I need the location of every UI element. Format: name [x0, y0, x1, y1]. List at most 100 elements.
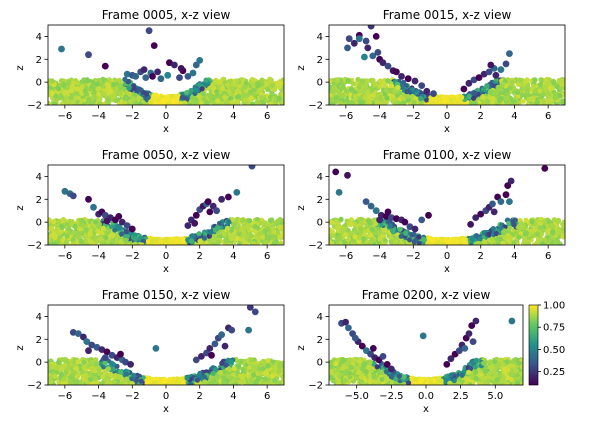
- bed-particle: [522, 238, 528, 244]
- bed-particle: [472, 101, 478, 105]
- bed-particle: [73, 91, 79, 97]
- bed-particle: [387, 223, 393, 229]
- bed-particle: [372, 221, 378, 227]
- bed-particle: [236, 231, 242, 237]
- data-point: [460, 85, 468, 93]
- bed-particle: [407, 237, 413, 243]
- data-point: [507, 177, 515, 185]
- bed-particle: [560, 99, 565, 105]
- bed-particle: [357, 226, 364, 232]
- bed-particle: [509, 79, 515, 85]
- x-tick-label: −4: [372, 251, 387, 262]
- bed-particle: [517, 77, 523, 83]
- bed-particle: [243, 92, 249, 98]
- bed-particle: [193, 96, 199, 102]
- bed-particle: [532, 88, 538, 94]
- bed-particle: [352, 234, 358, 240]
- data-point: [118, 218, 126, 226]
- bed-particle: [333, 95, 339, 101]
- bed-particle: [234, 78, 240, 84]
- x-axis-label: x: [163, 124, 169, 135]
- bed-particle: [538, 77, 544, 83]
- plot-area: [48, 305, 284, 385]
- bed-particle: [211, 241, 217, 245]
- bed-particle: [377, 78, 383, 84]
- data-point: [384, 208, 392, 216]
- bed-particle: [82, 88, 88, 94]
- bed-particle: [103, 234, 109, 241]
- bed-particle: [132, 236, 139, 242]
- bed-particle: [72, 223, 78, 229]
- data-point: [335, 189, 343, 196]
- bed-particle: [468, 101, 474, 105]
- bed-particle: [69, 219, 75, 225]
- bed-particle: [254, 100, 260, 105]
- bed-particle: [531, 83, 537, 89]
- subplot-title: Frame 0005, x-z view: [102, 8, 231, 22]
- bed-particle: [515, 89, 521, 95]
- bed-particle: [215, 98, 221, 104]
- bed-particle: [329, 228, 333, 235]
- y-tick-label: −2: [308, 241, 323, 252]
- bed-particle: [523, 78, 529, 84]
- bed-particle: [366, 94, 372, 100]
- bed-particle: [117, 91, 123, 97]
- bed-particle: [270, 226, 276, 232]
- bed-particle: [209, 83, 215, 89]
- bed-particle: [557, 241, 563, 245]
- y-tick-label: −2: [27, 241, 42, 252]
- data-point: [69, 192, 77, 200]
- bed-particle: [170, 98, 176, 104]
- bed-particle: [117, 78, 123, 85]
- bed-particle: [542, 219, 548, 225]
- data-point: [418, 216, 426, 224]
- bed-particle: [93, 219, 99, 225]
- bed-particle: [259, 77, 265, 83]
- bed-particle: [519, 92, 525, 98]
- bed-particle: [126, 85, 132, 91]
- bed-particle: [460, 237, 466, 243]
- bed-particle: [132, 232, 138, 238]
- data-point: [423, 87, 431, 95]
- bed-particle: [463, 242, 469, 245]
- bed-particle: [96, 91, 102, 97]
- bed-particle: [346, 100, 352, 105]
- bed-particle: [431, 237, 437, 243]
- bed-particle: [116, 102, 122, 105]
- x-tick-label: 2: [478, 111, 484, 122]
- particle-bed: [48, 76, 284, 105]
- data-point: [393, 215, 400, 223]
- bed-particle: [450, 239, 456, 245]
- bed-particle: [123, 237, 129, 243]
- bed-particle: [472, 90, 478, 96]
- bed-particle: [505, 232, 511, 239]
- bed-particle: [181, 241, 187, 245]
- bed-particle: [122, 95, 128, 101]
- bed-particle: [171, 241, 177, 245]
- data-point: [150, 42, 158, 49]
- bed-particle: [265, 234, 271, 240]
- bed-particle: [362, 95, 368, 101]
- data-point: [379, 59, 387, 67]
- bed-particle: [404, 88, 410, 95]
- x-axis-label: x: [444, 264, 450, 275]
- bed-particle: [158, 238, 164, 244]
- bed-particle: [116, 225, 122, 231]
- bed-particle: [350, 81, 356, 87]
- bed-particle: [500, 240, 506, 245]
- bed-particle: [393, 239, 399, 245]
- bed-particle: [555, 218, 562, 224]
- bed-particle: [82, 238, 88, 244]
- bed-particle: [365, 228, 371, 234]
- bed-particle: [416, 234, 422, 240]
- bed-particle: [231, 221, 238, 227]
- bed-particle: [477, 236, 483, 242]
- bed-particle: [537, 88, 543, 94]
- bed-particle: [163, 236, 169, 242]
- bed-particle: [168, 236, 174, 243]
- bed-particle: [345, 237, 351, 243]
- bed-particle: [530, 96, 536, 102]
- bed-particle: [48, 100, 51, 105]
- bed-particle: [126, 242, 132, 245]
- bed-particle: [392, 102, 398, 105]
